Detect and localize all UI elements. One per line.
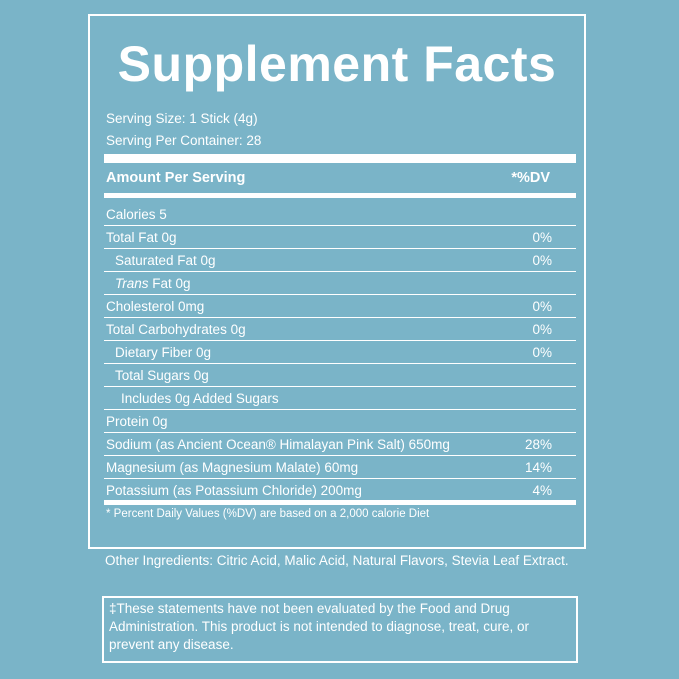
thick-divider: [104, 154, 576, 163]
nutrient-name: Dietary Fiber 0g: [115, 345, 212, 360]
fda-disclaimer: ‡These statements have not been evaluate…: [102, 596, 578, 663]
nutrient-row: Total Fat 0g 0%: [104, 226, 576, 249]
nutrient-row: Calories 5: [104, 203, 576, 226]
nutrient-rows: Calories 5 Total Fat 0g 0% Saturated Fat…: [104, 203, 576, 502]
nutrient-name: Calories 5: [106, 207, 167, 222]
nutrient-dv: 0%: [532, 345, 552, 360]
nutrient-name: Total Sugars 0g: [115, 368, 209, 383]
nutrient-row: Cholesterol 0mg 0%: [104, 295, 576, 318]
serving-size: Serving Size: 1 Stick (4g): [106, 111, 258, 126]
nutrient-dv: 0%: [532, 299, 552, 314]
nutrient-row: Total Carbohydrates 0g 0%: [104, 318, 576, 341]
other-ingredients: Other Ingredients: Citric Acid, Malic Ac…: [105, 553, 569, 568]
nutrient-row: Total Sugars 0g: [104, 364, 576, 387]
nutrient-dv: 14%: [524, 460, 552, 475]
trans-rest-label: Fat 0g: [148, 276, 191, 291]
nutrient-name: Trans Fat 0g: [115, 276, 191, 291]
nutrient-name: Total Carbohydrates 0g: [106, 322, 246, 337]
nutrient-row: Trans Fat 0g: [104, 272, 576, 295]
nutrient-row: Dietary Fiber 0g 0%: [104, 341, 576, 364]
nutrient-name: Potassium (as Potassium Chloride) 200mg: [106, 483, 362, 498]
nutrient-row: Saturated Fat 0g 0%: [104, 249, 576, 272]
nutrient-name: Saturated Fat 0g: [115, 253, 216, 268]
nutrient-row: Protein 0g: [104, 410, 576, 433]
nutrient-name: Includes 0g Added Sugars: [121, 391, 279, 406]
nutrient-dv: 0%: [532, 322, 552, 337]
amount-per-serving-header: Amount Per Serving: [106, 170, 246, 186]
panel-title: Supplement Facts: [117, 36, 557, 92]
trans-italic-label: Trans: [115, 276, 149, 291]
nutrient-name: Magnesium (as Magnesium Malate) 60mg: [106, 460, 359, 475]
nutrient-dv: 0%: [532, 253, 552, 268]
servings-per-container: Serving Per Container: 28: [106, 133, 262, 148]
nutrient-row: Sodium (as Ancient Ocean® Himalayan Pink…: [104, 433, 576, 456]
medium-divider: [104, 193, 576, 198]
daily-value-header: *%DV: [511, 170, 550, 186]
nutrient-row: Includes 0g Added Sugars: [104, 387, 576, 410]
nutrient-name: Sodium (as Ancient Ocean® Himalayan Pink…: [106, 437, 450, 452]
nutrient-name: Protein 0g: [106, 414, 168, 429]
nutrient-name: Total Fat 0g: [106, 230, 177, 245]
daily-value-footnote: * Percent Daily Values (%DV) are based o…: [106, 508, 430, 520]
bottom-divider: [104, 500, 576, 505]
supplement-facts-panel: Supplement Facts Serving Size: 1 Stick (…: [88, 14, 586, 549]
nutrient-dv: 4%: [532, 483, 552, 498]
nutrient-dv: 28%: [524, 437, 552, 452]
nutrient-row: Potassium (as Potassium Chloride) 200mg …: [104, 479, 576, 502]
nutrient-name: Cholesterol 0mg: [106, 299, 205, 314]
nutrient-row: Magnesium (as Magnesium Malate) 60mg 14%: [104, 456, 576, 479]
nutrient-dv: 0%: [532, 230, 552, 245]
